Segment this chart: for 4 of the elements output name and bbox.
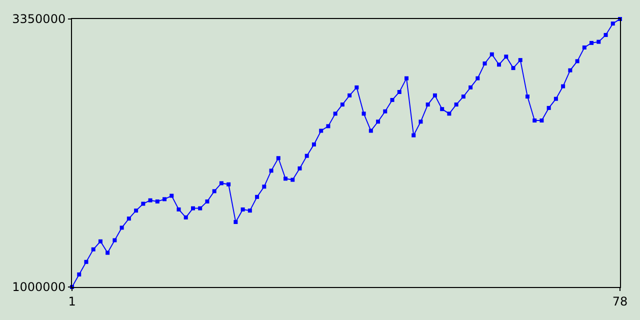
x-tick-label: 78 <box>612 294 628 308</box>
x-tick-label: 1 <box>68 294 76 308</box>
y-tick-label: 1000000 <box>12 280 66 294</box>
y-tick-label: 3350000 <box>12 12 66 26</box>
